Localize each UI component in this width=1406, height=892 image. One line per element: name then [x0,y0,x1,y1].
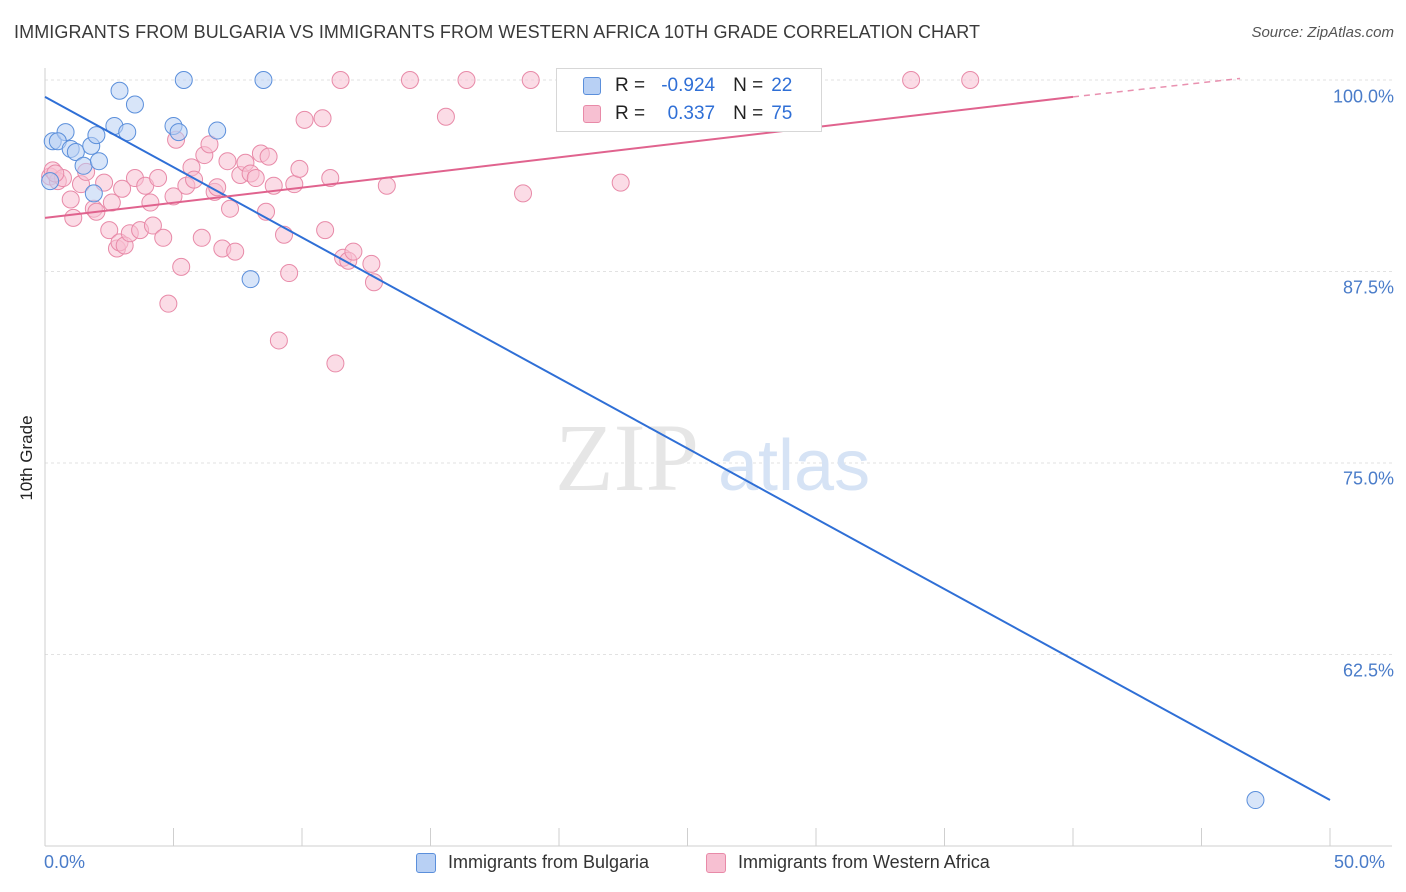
western-africa-point [400,71,419,89]
western-africa-point [64,208,83,227]
legend-label-western-africa: Immigrants from Western Africa [738,852,990,872]
western-africa-point [218,152,237,171]
western-africa-points [41,71,980,373]
western-africa-point [514,184,533,203]
watermark-zip: ZIP [555,404,699,511]
western-africa-point [154,228,173,247]
western-africa-point [331,71,350,89]
western-africa-point [316,221,335,240]
legend-n-label: N = [733,75,764,96]
western-africa-trendline [44,95,1074,219]
western-africa-point [321,169,340,188]
bulgaria-point [125,95,144,114]
western-africa-point [200,135,219,154]
western-africa-point [141,193,160,212]
y-tick-label: 87.5% [1342,277,1394,298]
western-africa-point [164,187,183,206]
western-africa-point [961,71,980,89]
bulgaria-point [41,172,60,191]
bulgaria-point [84,184,103,203]
legend-row-bulgaria: R = -0.924 N = 22 [583,73,792,99]
bulgaria-point [241,270,260,289]
western-africa-point [326,354,345,373]
bulgaria-point [1246,791,1265,810]
legend-swatch-pink [706,852,726,873]
bulgaria-point [118,123,137,142]
x-tick-label-max: 50.0% [1334,852,1386,872]
y-tick-label: 100.0% [1332,86,1394,107]
western-africa-point [226,242,245,261]
bulgaria-points [41,71,1265,810]
legend-n-value: 75 [771,103,793,124]
legend-n-value: 22 [771,75,793,96]
bulgaria-point [169,123,188,142]
western-africa-point [295,110,314,129]
legend-item-western-africa[interactable]: Immigrants from Western Africa [706,852,990,873]
legend-swatch-pink [583,105,601,123]
western-africa-point [362,254,381,273]
legend-swatch-blue [416,852,436,873]
western-africa-point [100,221,119,240]
western-africa-point [102,193,121,212]
legend-item-bulgaria[interactable]: Immigrants from Bulgaria [416,852,649,873]
y-axis-label: 10th Grade [17,415,36,501]
western-africa-point [611,173,630,192]
legend-label-bulgaria: Immigrants from Bulgaria [448,852,650,872]
western-africa-point [246,169,265,188]
western-africa-point [172,257,191,276]
y-tick-label: 62.5% [1342,660,1394,681]
bulgaria-point [174,71,193,89]
legend-r-value: 0.337 [667,103,716,124]
western-africa-point [221,199,240,218]
axes [44,68,1392,847]
western-africa-point [344,242,363,261]
source-label: Source: ZipAtlas.com [1251,24,1394,41]
bulgaria-point [87,126,106,145]
bulgaria-point [89,152,108,171]
western-africa-point [159,294,178,313]
western-africa-point [377,176,396,195]
y-tick-label: 75.0% [1342,468,1394,489]
western-africa-point [436,107,455,126]
western-africa-point [269,331,288,350]
legend-swatch-blue [583,77,601,95]
western-africa-trendline-extension [1072,77,1241,98]
bulgaria-point [254,71,273,89]
legend-row-western-africa: R = 0.337 N = 75 [583,101,792,127]
trendlines [44,77,1331,801]
western-africa-point [61,190,80,209]
legend-r-value: -0.924 [661,75,716,96]
chart-title: IMMIGRANTS FROM BULGARIA VS IMMIGRANTS F… [14,22,981,42]
western-africa-point [259,147,278,166]
western-africa-point [290,159,309,178]
watermark: ZIP atlas [555,404,870,511]
western-africa-point [149,169,168,188]
legend-r-label: R = [615,103,646,124]
western-africa-point [185,170,204,189]
bulgaria-point [110,81,129,100]
western-africa-point [457,71,476,89]
watermark-atlas: atlas [718,426,870,506]
bulgaria-trendline [44,95,1331,801]
x-tick-label-min: 0.0% [44,852,86,872]
western-africa-point [521,71,540,89]
western-africa-point [902,71,921,89]
legend-n-label: N = [733,103,764,124]
bulgaria-point [208,121,227,140]
stats-legend: R = -0.924 N = 22 R = 0.337 N = 75 [556,68,822,132]
western-africa-point [313,109,332,128]
bulgaria-point [74,156,93,175]
western-africa-point [192,228,211,247]
bulgaria-point [66,143,85,162]
western-africa-point [143,216,162,235]
legend-r-label: R = [615,75,646,96]
western-africa-point [280,264,299,283]
series-legend: Immigrants from Bulgaria Immigrants from… [0,852,1406,878]
western-africa-point [113,179,132,198]
